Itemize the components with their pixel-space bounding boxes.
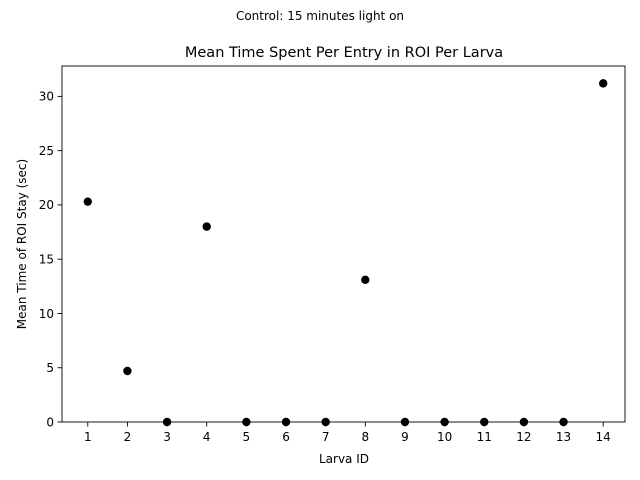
x-tick-label: 4 <box>203 430 211 444</box>
y-tick-label: 5 <box>46 361 54 375</box>
data-point <box>559 417 568 427</box>
figure-suptitle: Control: 15 minutes light on <box>236 9 404 23</box>
x-tick-label: 3 <box>163 430 171 444</box>
axes-frame <box>61 65 626 423</box>
data-point <box>400 417 410 427</box>
x-tick-label: 11 <box>477 430 492 444</box>
x-tick-label: 5 <box>243 430 251 444</box>
y-tick-label: 10 <box>39 307 54 321</box>
data-point <box>440 417 449 427</box>
x-tick-label: 7 <box>322 430 330 444</box>
x-tick-label: 9 <box>401 430 409 444</box>
y-tick-label: 25 <box>39 144 54 158</box>
data-point <box>361 275 370 285</box>
x-axis-label: Larva ID <box>319 452 369 466</box>
data-point <box>83 197 92 206</box>
x-tick-label: 1 <box>84 430 92 444</box>
data-point <box>480 417 489 427</box>
x-tick-label: 13 <box>556 430 571 444</box>
data-point <box>123 366 132 376</box>
y-tick-label: 0 <box>46 415 54 429</box>
x-tick-label: 10 <box>437 430 452 444</box>
data-point <box>162 417 172 427</box>
scatter-points <box>83 79 608 427</box>
x-tick-label: 8 <box>361 430 369 444</box>
y-tick-label: 20 <box>39 198 54 212</box>
data-point <box>242 417 251 427</box>
x-tick-label: 14 <box>596 430 611 444</box>
y-tick-label: 15 <box>39 252 54 266</box>
x-tick-label: 2 <box>124 430 132 444</box>
y-axis-label: Mean Time of ROI Stay (sec) <box>15 159 29 329</box>
x-tick-label: 12 <box>516 430 531 444</box>
chart-title: Mean Time Spent Per Entry in ROI Per Lar… <box>185 45 503 61</box>
data-point <box>321 417 330 427</box>
y-tick-label: 30 <box>39 90 54 104</box>
data-point <box>202 222 211 231</box>
data-point <box>598 79 608 88</box>
x-tick-label: 6 <box>282 430 290 444</box>
y-axis-ticks: 0 5 10 15 20 25 30 <box>39 90 62 429</box>
data-point <box>281 417 291 427</box>
data-point <box>519 417 529 427</box>
